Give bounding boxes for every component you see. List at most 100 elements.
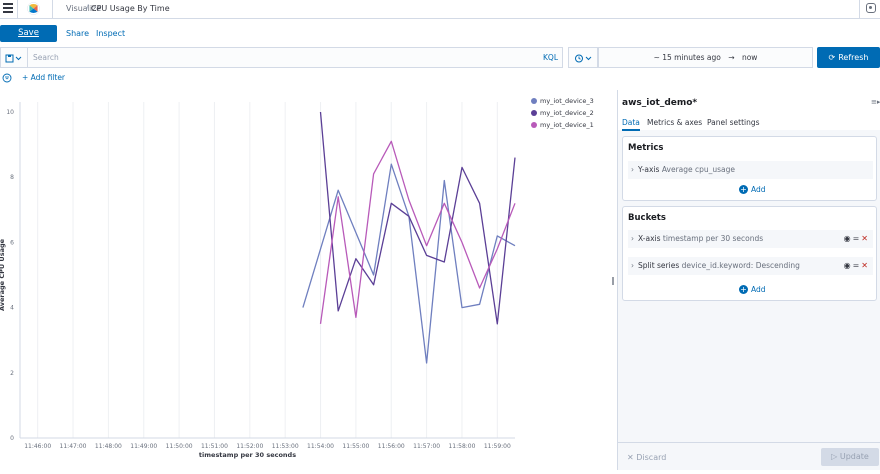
x-tick-label: 11:49:00 — [130, 443, 157, 450]
resize-handle[interactable]: ‖ — [611, 276, 615, 285]
bucket-label: X-axis — [638, 234, 661, 243]
filter-options-icon[interactable] — [2, 73, 12, 83]
chart-area: 11:46:00 11:47:00 11:48:00 11:49:00 11:50:00… — [0, 90, 613, 470]
drag-icon[interactable]: = — [852, 261, 860, 270]
x-tick-label: 11:46:00 — [24, 443, 51, 450]
y-axis-label: Average CPU Usage — [0, 238, 6, 311]
refresh-button[interactable]: ⟳ Refresh — [817, 47, 880, 68]
add-filter-link[interactable]: + Add filter — [22, 73, 66, 82]
breadcrumb-separator: / — [86, 3, 89, 12]
x-tick-label: 11:54:00 — [307, 443, 334, 450]
bucket-desc: timestamp per 30 seconds — [662, 234, 764, 243]
y-tick-label: 6 — [10, 239, 14, 246]
add-label: Add — [751, 185, 766, 194]
legend-label: my_iot_device_2 — [540, 109, 594, 117]
x-tick-label: 11:48:00 — [95, 443, 122, 450]
search-input[interactable]: Search — [27, 47, 563, 68]
x-tick-label: 11:50:00 — [166, 443, 193, 450]
eye-icon[interactable]: ◉ — [843, 261, 851, 270]
panel-footer: ✕ Discard ▷ Update — [618, 442, 880, 470]
discard-label: Discard — [636, 453, 667, 462]
time-range-display[interactable]: ~ 15 minutes ago → now — [598, 47, 813, 68]
tab-metrics-axes[interactable]: Metrics & axes — [647, 118, 703, 127]
x-axis-label: timestamp per 30 seconds — [199, 451, 296, 459]
add-bucket-button[interactable]: + Add — [739, 285, 766, 294]
collapse-panel-icon[interactable]: ≡▸ — [871, 98, 880, 106]
remove-icon[interactable]: ✕ — [861, 234, 868, 243]
chevron-right-icon[interactable]: › — [631, 234, 634, 243]
range-end[interactable]: now — [741, 53, 758, 62]
metric-y-axis-row[interactable]: › Y-axis Average cpu_usage — [628, 161, 873, 179]
bucket-desc: device_id.keyword: Descending — [681, 261, 800, 270]
divider — [17, 0, 18, 19]
x-tick-label: 11:51:00 — [201, 443, 228, 450]
eye-icon[interactable]: ◉ — [843, 234, 851, 243]
x-tick-label: 11:55:00 — [342, 443, 369, 450]
plus-icon: + — [739, 285, 748, 294]
x-tick-label: 11:57:00 — [413, 443, 440, 450]
play-icon: ▷ — [831, 452, 838, 461]
kibana-logo-icon[interactable] — [27, 2, 40, 15]
bucket-split-series-row[interactable]: › Split series device_id.keyword: Descen… — [628, 257, 873, 275]
remove-icon[interactable]: ✕ — [861, 261, 868, 270]
plus-icon: + — [739, 185, 748, 194]
drag-icon[interactable]: = — [852, 234, 860, 243]
series-line-my_iot_device_1 — [319, 140, 516, 324]
panel-header: aws_iot_demo* ≡▸ Data Metrics & axes Pan… — [618, 90, 880, 131]
series-line-my_iot_device_2 — [319, 111, 516, 325]
buckets-card: Buckets › X-axis timestamp per 30 second… — [622, 206, 877, 301]
action-bar: Save Share Inspect — [0, 20, 880, 46]
y-tick-label: 8 — [10, 174, 14, 181]
date-quick-menu[interactable] — [568, 47, 598, 68]
range-arrow-icon: → — [728, 53, 735, 62]
editor-side-panel: aws_iot_demo* ≡▸ Data Metrics & axes Pan… — [617, 90, 880, 470]
divider — [52, 0, 53, 19]
update-button[interactable]: ▷ Update — [821, 448, 879, 466]
saved-query-icon — [5, 54, 22, 63]
menu-icon[interactable] — [3, 3, 13, 13]
bucket-x-axis-row[interactable]: › X-axis timestamp per 30 seconds ◉ = ✕ — [628, 230, 873, 248]
share-link[interactable]: Share — [66, 29, 90, 38]
legend-marker — [531, 122, 537, 128]
metrics-card: Metrics › Y-axis Average cpu_usage + Add — [622, 136, 877, 201]
add-label: Add — [751, 285, 766, 294]
top-nav-bar: Visualize / CPU Usage By Time — [0, 0, 880, 19]
y-tick-label: 10 — [6, 109, 14, 116]
y-tick-label: 0 — [10, 435, 14, 442]
buckets-title: Buckets — [628, 213, 666, 223]
close-icon: ✕ — [627, 453, 634, 462]
kql-toggle[interactable]: KQL — [543, 53, 558, 62]
legend-label: my_iot_device_1 — [540, 121, 594, 129]
line-chart: 11:46:00 11:47:00 11:48:00 11:49:00 11:50:00… — [0, 97, 594, 459]
breadcrumb-visualize[interactable]: Visualize — [66, 4, 102, 13]
saved-query-button[interactable] — [0, 47, 27, 68]
metric-desc: Average cpu_usage — [661, 165, 736, 174]
refresh-label: Refresh — [838, 53, 869, 62]
range-start[interactable]: ~ 15 minutes ago — [653, 53, 721, 62]
tab-panel-settings[interactable]: Panel settings — [707, 118, 760, 127]
metric-label: Y-axis — [638, 165, 660, 174]
page-title: CPU Usage By Time — [91, 4, 170, 13]
row-actions: ◉ = ✕ — [844, 257, 868, 275]
help-icon[interactable] — [866, 3, 876, 13]
y-tick-label: 2 — [10, 370, 14, 377]
update-label: Update — [839, 452, 869, 461]
discard-button[interactable]: ✕ Discard — [627, 453, 666, 462]
chevron-right-icon[interactable]: › — [631, 261, 634, 270]
add-metric-button[interactable]: + Add — [739, 185, 766, 194]
metrics-title: Metrics — [628, 143, 664, 153]
query-bar: Search — [0, 46, 880, 70]
refresh-icon: ⟳ — [828, 53, 836, 62]
x-tick-label: 11:59:00 — [484, 443, 511, 450]
x-tick-label: 11:47:00 — [60, 443, 87, 450]
bucket-label: Split series — [638, 261, 680, 270]
legend-marker — [531, 98, 537, 104]
x-tick-label: 11:58:00 — [448, 443, 475, 450]
inspect-link[interactable]: Inspect — [96, 29, 126, 38]
save-button[interactable]: Save — [0, 25, 57, 42]
tab-data[interactable]: Data — [622, 118, 640, 131]
legend-marker — [531, 110, 537, 116]
index-pattern-title: aws_iot_demo* — [622, 98, 698, 108]
x-tick-label: 11:53:00 — [272, 443, 299, 450]
chevron-right-icon[interactable]: › — [631, 165, 634, 174]
